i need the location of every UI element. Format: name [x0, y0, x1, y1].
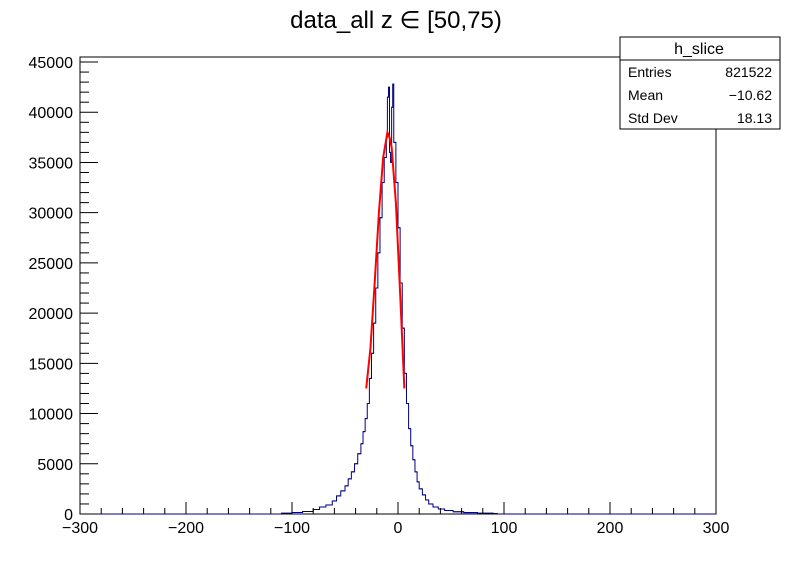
y-tick-label: 25000 [29, 256, 74, 273]
stats-box: h_slice Entries 821522 Mean −10.62 Std D… [619, 36, 781, 130]
histogram-series [80, 83, 716, 515]
gaussian-fit-curve [365, 128, 406, 389]
y-tick-label: 0 [64, 507, 73, 524]
y-tick-label: 5000 [37, 457, 73, 474]
stats-stddev-label: Std Dev [628, 110, 678, 126]
x-tick-label: 0 [394, 520, 403, 537]
y-tick-label: 35000 [29, 155, 74, 172]
x-tick-label: 300 [703, 520, 730, 537]
y-tick-label: 20000 [29, 306, 74, 323]
stats-box-frame [619, 36, 781, 130]
y-tick-label: 10000 [29, 407, 74, 424]
y-tick-label: 40000 [29, 105, 74, 122]
x-tick-label: −300 [62, 520, 98, 537]
stats-box-title: h_slice [674, 41, 724, 58]
y-tick-label: 15000 [29, 356, 74, 373]
y-tick-label: 30000 [29, 206, 74, 223]
stats-mean-label: Mean [628, 87, 663, 103]
stats-stddev-value: 18.13 [737, 110, 772, 126]
x-tick-label: −200 [168, 520, 204, 537]
x-tick-label: −100 [274, 520, 310, 537]
x-tick-label: 200 [597, 520, 624, 537]
y-tick-label: 45000 [29, 55, 74, 72]
chart-title: data_all z ∈ [50,75) [290, 7, 502, 34]
stats-entries-value: 821522 [725, 64, 772, 80]
stats-mean-value: −10.62 [729, 87, 772, 103]
x-tick-label: 100 [491, 520, 518, 537]
stats-entries-label: Entries [628, 64, 672, 80]
